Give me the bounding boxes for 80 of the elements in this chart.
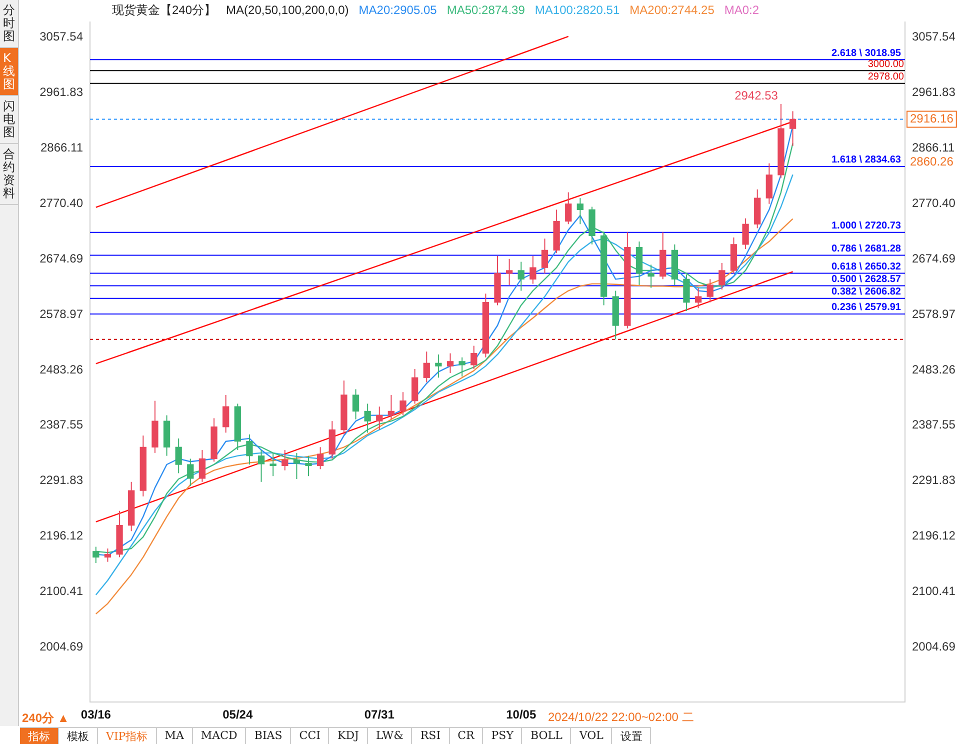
y-tick-label: 2961.83 [40,85,84,100]
text: 2674.69 [912,251,956,266]
text: MA50:2874.39 [446,3,525,17]
text: MACD [192,728,246,744]
text: 2196.12 [912,528,956,543]
text: LW& [368,728,412,744]
chart-title: 现货黄金【240分】 [112,3,216,17]
y-tick-label: 3057.54 [40,30,84,44]
candlestick [624,232,631,329]
text: 240分 ▲ [22,710,70,727]
text: K线图 [0,48,18,96]
candlestick [305,455,312,477]
text: 指标 [20,728,59,744]
y-tick-label: 2196.12 [40,528,84,543]
text: 2291.83 [912,473,956,488]
ref-line-label: 2.618 \ 3018.95 [831,48,902,59]
text: 2578.97 [912,306,956,321]
text: MA20:2905.05 [358,3,437,17]
text: 2860.26 [910,154,954,169]
text: 2770.40 [912,196,956,210]
y-tick-label: 2674.69 [40,251,84,266]
candlestick [210,418,218,462]
y-tick-label: 2578.97 [40,306,84,321]
text: 2961.83 [912,85,956,100]
y-tick-label: 2770.40 [40,196,84,210]
text: VOL [571,728,612,744]
y-tick-label: 2004.69 [40,639,84,654]
y-tick-label: 2866.11 [40,140,84,155]
candlestick [718,262,726,290]
y-tick-label: 2291.83 [40,473,84,488]
candlestick [778,103,784,178]
ref-line-label: 3000.00 [868,58,904,70]
text: MA200:2744.25 [630,3,714,17]
ref-line-label: 1.000 \ 2720.73 [831,220,902,232]
x-tick-label: 03/16 [80,708,112,722]
x-tick-label: 05/24 [222,708,253,722]
x-tick-label: 07/31 [364,708,395,722]
text: CCI [291,728,330,744]
ref-line-label: 0.786 \ 2681.28 [831,244,902,255]
text: MA100:2820.51 [534,3,620,17]
text: BOLL [522,728,572,744]
text: CR [450,728,484,744]
text: RSI [412,728,450,744]
x-tick-label: 10/05 [506,708,536,722]
ref-line-label: 2916.16 [910,112,954,126]
text: 2866.11 [912,140,954,155]
text: 设置 [612,728,652,744]
y-tick-label: 2387.55 [40,418,84,432]
text: 闪电图 [0,96,18,144]
candlestick [364,403,371,434]
text: 2100.41 [912,584,956,598]
candlestick [494,256,501,306]
ref-line-label: 1.618 \ 2834.63 [831,154,902,166]
y-tick-label: 2483.26 [40,362,84,376]
text: 模板 [59,728,98,744]
y-tick-label: 2100.41 [40,584,84,598]
ref-line-label: 0.382 \ 2606.82 [831,286,902,298]
text: MA0:2 [724,3,760,17]
candlestick [116,510,123,558]
text: 2387.55 [912,418,956,432]
text: 分时图 [0,0,18,48]
annotation: 2942.53 [734,88,778,102]
ref-line-label: 0.500 \ 2628.57 [831,274,902,286]
text: KDJ [329,728,368,744]
ref-line-label: 2978.00 [868,72,904,83]
text: 2004.69 [912,639,956,654]
text: VIP指标 [98,728,157,744]
candlestick [270,452,276,477]
text: BIAS [246,728,292,744]
text: 合约资料 [0,144,18,205]
candlestick [553,209,560,254]
text: 3057.54 [912,30,956,44]
chart-subtitle: MA(20,50,100,200,0,0) [226,3,349,17]
ref-line-label: 0.236 \ 2579.91 [831,302,902,314]
ref-line-label: 0.618 \ 2650.32 [831,261,902,272]
text: MA [156,728,193,744]
candlestick [340,380,348,435]
text: 2024/10/22 22:00~02:00 二 [548,709,694,726]
text: PSY [483,728,522,744]
text: 2483.26 [912,362,956,376]
